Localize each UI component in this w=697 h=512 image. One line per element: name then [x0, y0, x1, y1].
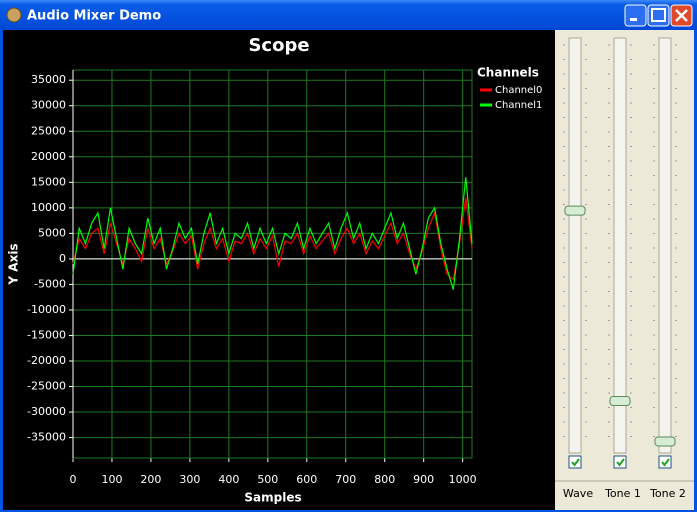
y-tick-label: 15000	[31, 175, 66, 188]
x-tick-label: 300	[179, 473, 200, 486]
slider-thumb[interactable]	[654, 436, 676, 447]
x-tick-label: 1000	[449, 473, 477, 486]
series-line	[72, 177, 473, 290]
title-bar[interactable]	[0, 0, 697, 30]
y-tick-label: 25000	[31, 124, 66, 137]
y-tick-label: 30000	[31, 99, 66, 112]
checkmark	[616, 458, 625, 467]
slider-label: Tone 1	[604, 487, 641, 500]
x-tick-label: 100	[101, 473, 122, 486]
x-tick-label: 400	[218, 473, 239, 486]
slider-label: Wave	[563, 487, 593, 500]
x-tick-label: 600	[296, 473, 317, 486]
x-axis-label: Samples	[244, 491, 301, 505]
y-tick-label: 0	[59, 252, 66, 265]
y-tick-label: -10000	[27, 303, 66, 316]
legend-title: Channels	[477, 66, 539, 80]
x-tick-label: 900	[413, 473, 434, 486]
x-tick-label: 700	[335, 473, 356, 486]
series-line	[72, 197, 473, 281]
y-tick-label: -15000	[27, 328, 66, 341]
y-tick-label: 35000	[31, 73, 66, 86]
checkmark	[661, 458, 670, 467]
window-title: Audio Mixer Demo	[27, 9, 161, 24]
y-tick-label: 5000	[38, 226, 66, 239]
checkbox[interactable]	[568, 455, 582, 469]
slider-thumb[interactable]	[564, 205, 586, 216]
slider-track[interactable]	[658, 37, 672, 454]
y-tick-label: -5000	[34, 277, 66, 290]
y-tick-label: 20000	[31, 150, 66, 163]
checkbox[interactable]	[613, 455, 627, 469]
legend-label: Channel1	[495, 100, 542, 111]
checkmark	[571, 458, 580, 467]
y-tick-label: -30000	[27, 405, 66, 418]
slider-label: Tone 2	[649, 487, 686, 500]
x-tick-label: 200	[140, 473, 161, 486]
x-tick-label: 500	[257, 473, 278, 486]
maximize-button[interactable]	[647, 4, 670, 27]
slider-track[interactable]	[568, 37, 582, 454]
legend-label: Channel0	[495, 85, 542, 96]
x-tick-label: 0	[70, 473, 77, 486]
y-tick-label: 10000	[31, 201, 66, 214]
minimize-button[interactable]	[624, 4, 647, 27]
checkbox[interactable]	[658, 455, 672, 469]
close-button[interactable]	[670, 4, 693, 27]
x-tick-label: 800	[374, 473, 395, 486]
app-icon	[6, 7, 22, 23]
y-tick-label: -35000	[27, 431, 66, 444]
y-tick-label: -20000	[27, 354, 66, 367]
slider-thumb[interactable]	[609, 395, 631, 406]
slider-track[interactable]	[613, 37, 627, 454]
y-tick-label: -25000	[27, 380, 66, 393]
chart-title: Scope	[248, 35, 309, 56]
y-axis-label: Y Axis	[7, 243, 21, 285]
